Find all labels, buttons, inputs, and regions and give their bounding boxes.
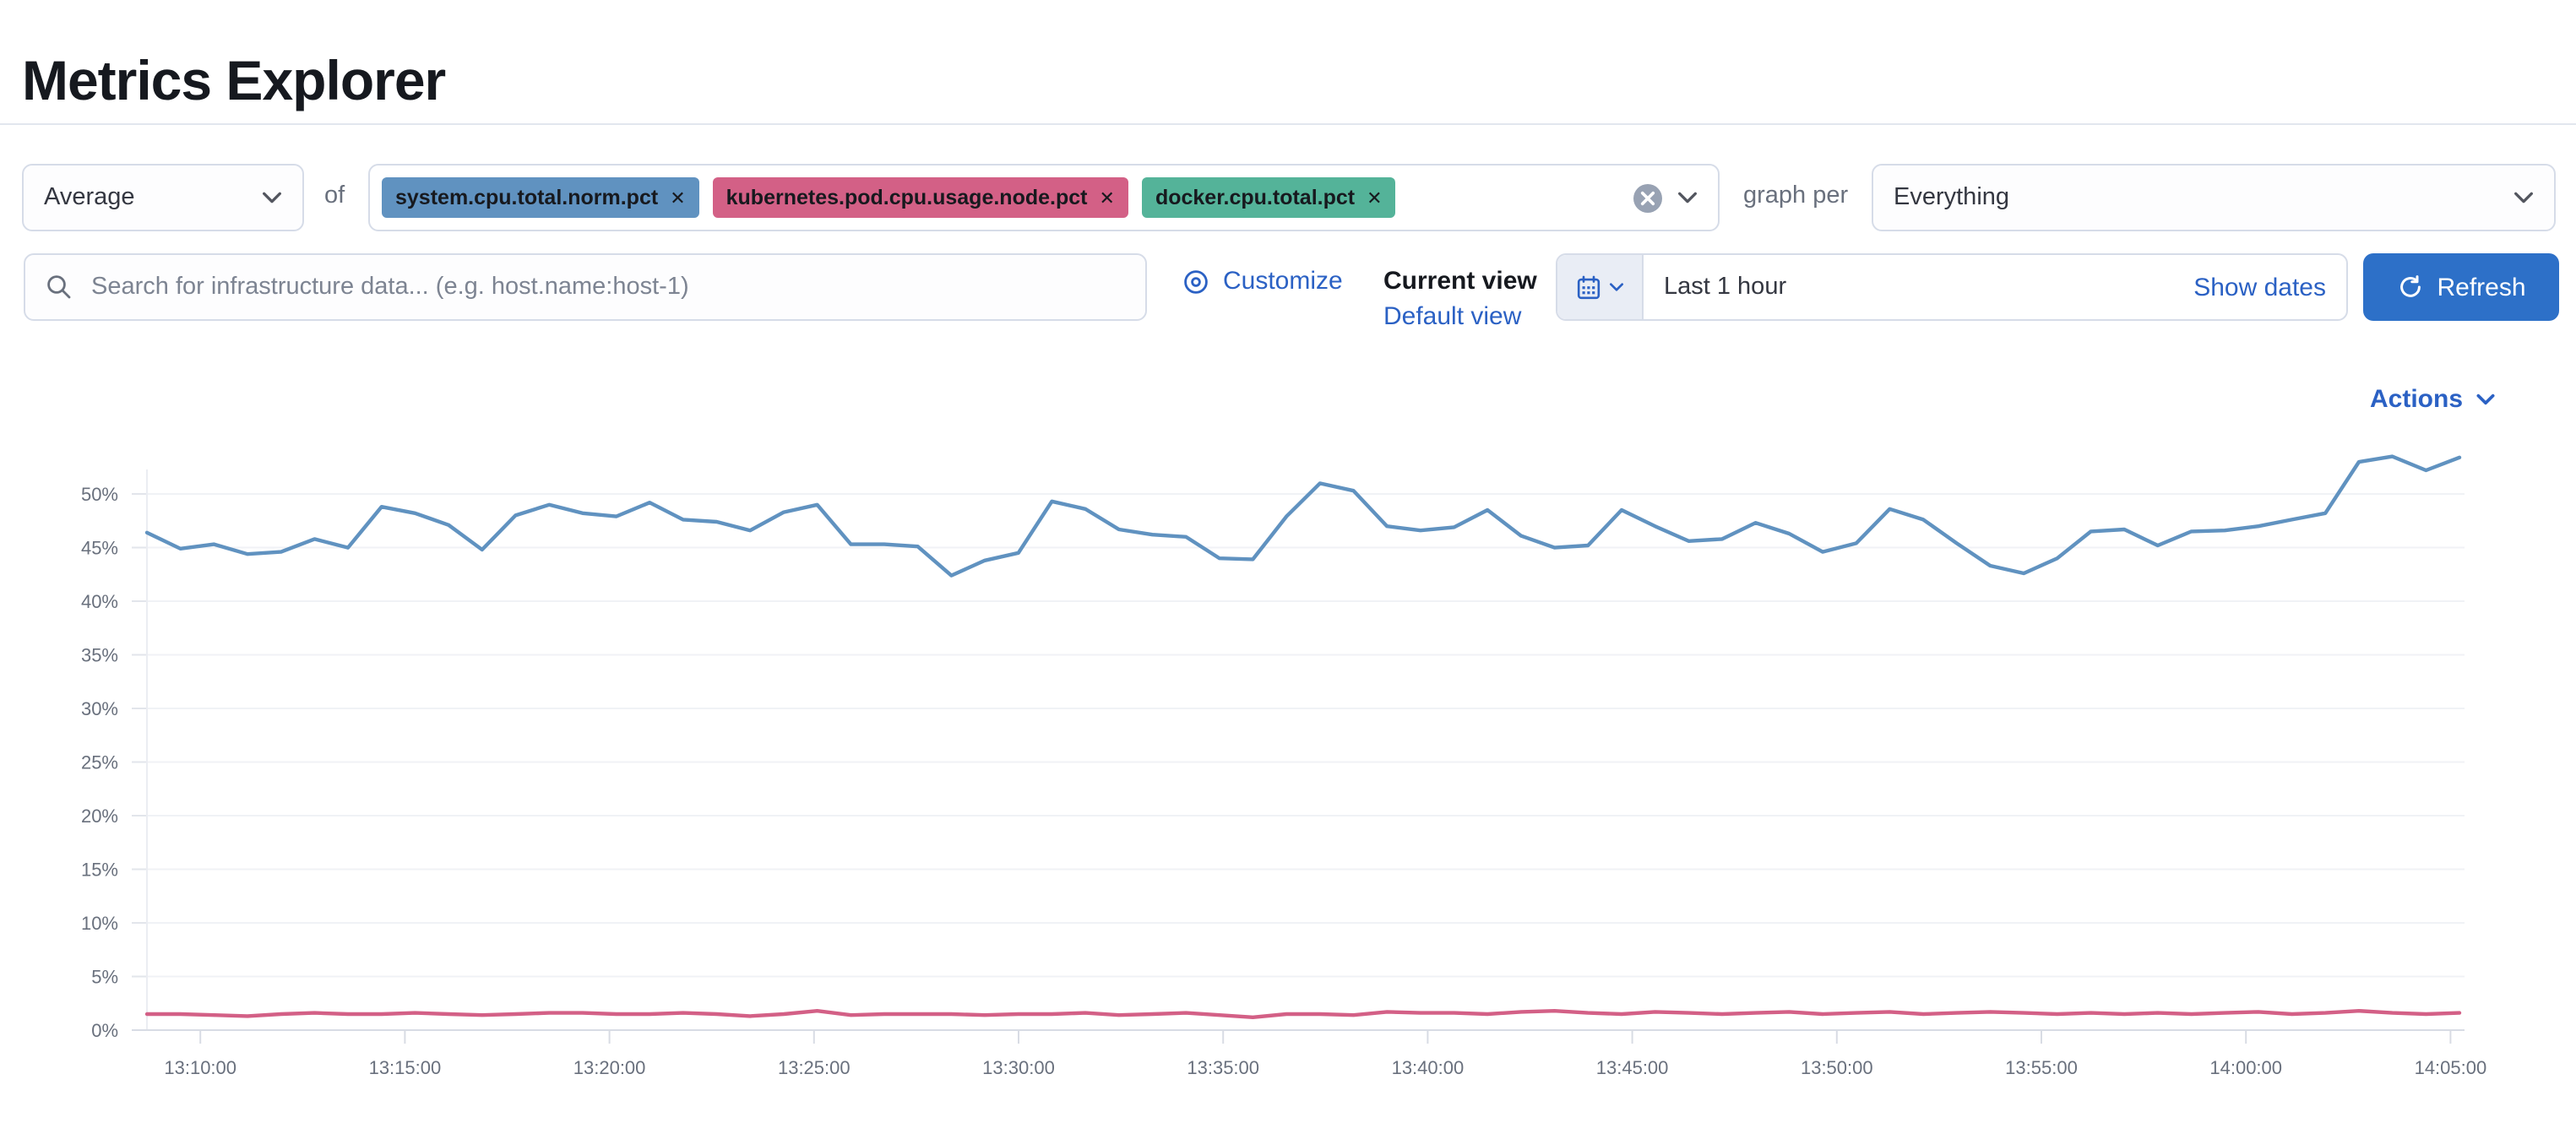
graph-per-value: Everything: [1894, 184, 2010, 211]
chevron-down-icon: [1607, 279, 1624, 296]
metric-tag-label: system.cpu.total.norm.pct: [395, 186, 659, 209]
clear-metrics-icon[interactable]: [1633, 183, 1662, 212]
y-axis-tick-label: 30%: [81, 698, 118, 719]
default-view-link[interactable]: Default view: [1383, 302, 1522, 331]
series-line-kubernetes.pod.cpu.usage.node.pct (avg): [144, 1009, 2462, 1019]
series-line-system.cpu.total.norm.pct (avg): [144, 454, 2462, 578]
chevron-down-icon[interactable]: [1676, 186, 1699, 209]
current-view-label: Current view: [1383, 267, 1537, 296]
remove-tag-icon[interactable]: ✕: [1099, 188, 1115, 209]
metric-tag-label: kubernetes.pod.cpu.usage.node.pct: [726, 186, 1088, 209]
x-axis-tick-label: 13:35:00: [1187, 1057, 1259, 1078]
metric-tag-label: docker.cpu.total.pct: [1155, 186, 1356, 209]
x-axis-tick-label: 13:50:00: [1801, 1057, 1873, 1078]
metric-tag[interactable]: docker.cpu.total.pct ✕: [1141, 177, 1396, 218]
chevron-down-icon: [260, 186, 284, 209]
refresh-label: Refresh: [2437, 273, 2526, 301]
aggregation-select[interactable]: Average: [22, 164, 304, 231]
y-axis-tick-label: 50%: [81, 484, 118, 505]
refresh-icon: [2396, 274, 2423, 301]
x-axis-tick-label: 13:20:00: [573, 1057, 646, 1078]
y-axis-tick-label: 10%: [81, 913, 118, 934]
search-icon: [25, 274, 88, 301]
y-axis-tick-label: 45%: [81, 538, 118, 559]
x-axis-tick-label: 13:10:00: [164, 1057, 236, 1078]
search-field[interactable]: [24, 253, 1147, 321]
search-input[interactable]: [88, 272, 1041, 302]
aggregation-value: Average: [44, 184, 135, 211]
metrics-chart[interactable]: 0% 5% 10% 15% 20% 25% 30% 35% 40% 45% 50% 13:10:00 1…: [0, 422, 2576, 1115]
x-axis-tick-label: 13:15:00: [369, 1057, 442, 1078]
actions-menu-button[interactable]: Actions: [2370, 385, 2497, 414]
remove-tag-icon[interactable]: ✕: [670, 188, 686, 209]
y-axis-tick-label: 25%: [81, 752, 118, 773]
remove-tag-icon[interactable]: ✕: [1367, 188, 1383, 209]
x-axis-tick-label: 13:30:00: [982, 1057, 1055, 1078]
metric-tags: system.cpu.total.norm.pct ✕ kubernetes.pod…: [382, 177, 1410, 218]
y-axis-tick-label: 20%: [81, 806, 118, 827]
line-chart-svg[interactable]: 0% 5% 10% 15% 20% 25% 30% 35% 40% 45% 50% 13:10:00 1…: [0, 422, 2576, 1115]
y-axis-tick-label: 35%: [81, 645, 118, 666]
metrics-combobox[interactable]: system.cpu.total.norm.pct ✕ kubernetes.pod…: [368, 164, 1720, 231]
actions-label: Actions: [2370, 385, 2464, 414]
calendar-icon: [1575, 274, 1600, 300]
y-axis-tick-label: 40%: [81, 591, 118, 612]
show-dates-button[interactable]: Show dates: [2193, 273, 2326, 301]
x-axis-tick-label: 14:05:00: [2415, 1057, 2487, 1078]
page-title: Metrics Explorer: [22, 49, 446, 112]
saved-view-picker: Current view Default view: [1383, 263, 1537, 334]
x-axis-tick-label: 13:25:00: [778, 1057, 851, 1078]
metric-tag[interactable]: kubernetes.pod.cpu.usage.node.pct ✕: [712, 177, 1128, 218]
of-label: of: [324, 182, 345, 209]
chevron-down-icon: [2475, 388, 2497, 410]
y-axis-tick-label: 15%: [81, 860, 118, 881]
header-divider: [0, 123, 2576, 125]
y-axis-tick-label: 5%: [91, 967, 118, 988]
time-range-picker[interactable]: Last 1 hour Show dates: [1556, 253, 2348, 321]
chevron-down-icon: [2512, 186, 2535, 209]
x-axis-tick-label: 13:40:00: [1392, 1057, 1465, 1078]
quick-select-button[interactable]: [1557, 255, 1644, 319]
customize-label: Customize: [1223, 267, 1343, 296]
graph-per-select[interactable]: Everything: [1872, 164, 2556, 231]
metric-tag[interactable]: system.cpu.total.norm.pct ✕: [382, 177, 699, 218]
y-axis-tick-label: 0%: [91, 1020, 118, 1041]
x-axis-tick-label: 14:00:00: [2209, 1057, 2282, 1078]
graph-per-label: graph per: [1743, 182, 1849, 209]
bullseye-icon: [1182, 268, 1209, 295]
time-range-value[interactable]: Last 1 hour: [1664, 274, 1787, 301]
refresh-button[interactable]: Refresh: [2363, 253, 2559, 321]
customize-button[interactable]: Customize: [1182, 267, 1343, 296]
x-axis-tick-label: 13:55:00: [2005, 1057, 2078, 1078]
x-axis-tick-label: 13:45:00: [1596, 1057, 1669, 1078]
